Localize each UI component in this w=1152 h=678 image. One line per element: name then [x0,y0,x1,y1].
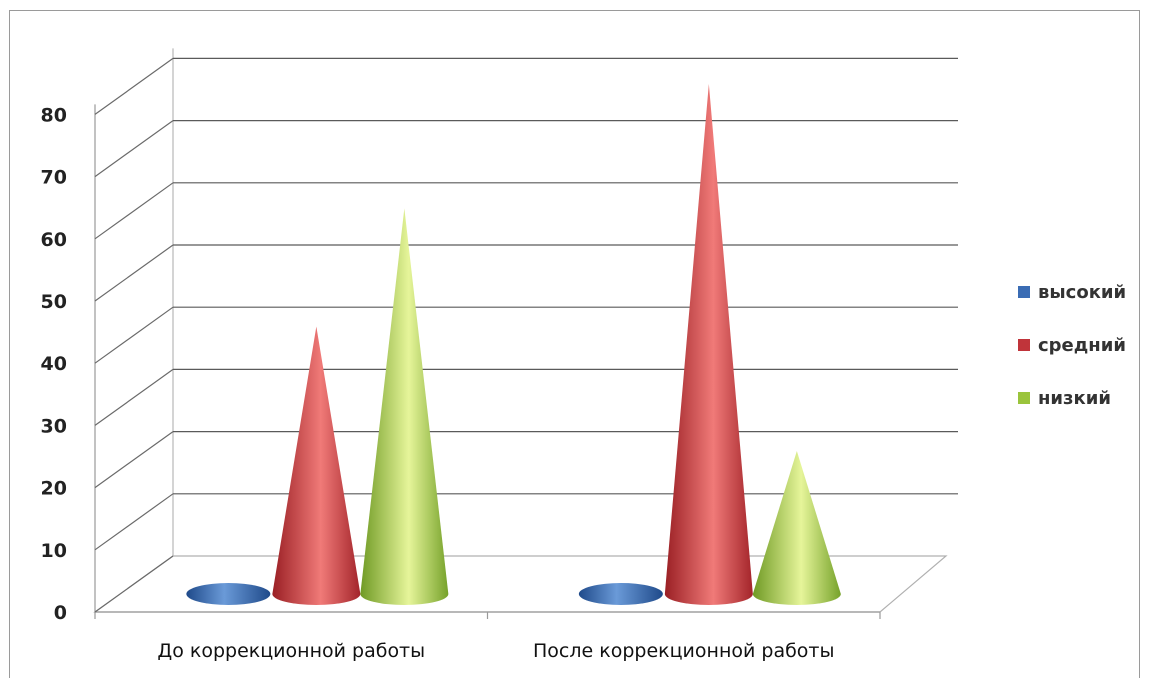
side-gridline [94,306,174,364]
cone-средний-0 [272,326,361,605]
legend-item-низкий: низкий [1018,388,1111,409]
y-tick-label: 10 [41,540,67,562]
cone-body [360,208,449,606]
chart-frame [9,10,1140,678]
cone-средний-1 [664,83,753,605]
x-category-label: После коррекционной работы [533,640,835,662]
cone-высокий-0 [186,583,271,605]
side-gridline [94,120,174,178]
y-tick-label: 40 [41,353,67,375]
y-tick-label: 50 [41,291,67,313]
x-category-label: До коррекционной работы [157,640,425,662]
cone-body [752,450,841,605]
y-tick-label: 60 [41,229,67,251]
cone-base-flat [578,583,663,605]
y-tick-label: 70 [41,167,67,189]
cone-высокий-1 [578,583,663,605]
side-gridline [94,57,174,115]
side-gridline [94,182,174,240]
legend-item-высокий: высокий [1018,282,1126,303]
cone-body [664,83,753,605]
legend-swatch [1018,339,1030,351]
cone-низкий-0 [360,208,449,606]
cone-body [272,326,361,605]
y-tick-label: 80 [41,104,67,126]
legend-label: низкий [1038,388,1111,409]
y-tick-label: 0 [54,602,67,624]
side-gridline [94,244,174,302]
side-gridline [94,368,174,426]
side-gridline [94,493,174,551]
side-gridline [94,555,174,613]
cone-низкий-1 [752,450,841,605]
legend-item-средний: средний [1018,335,1126,356]
legend-swatch [1018,392,1030,404]
y-tick-label: 30 [41,415,67,437]
y-tick-label: 20 [41,478,67,500]
legend-swatch [1018,286,1030,298]
cone-base-flat [186,583,271,605]
legend-label: высокий [1038,282,1126,303]
side-gridline [94,431,174,489]
legend-label: средний [1038,335,1126,356]
